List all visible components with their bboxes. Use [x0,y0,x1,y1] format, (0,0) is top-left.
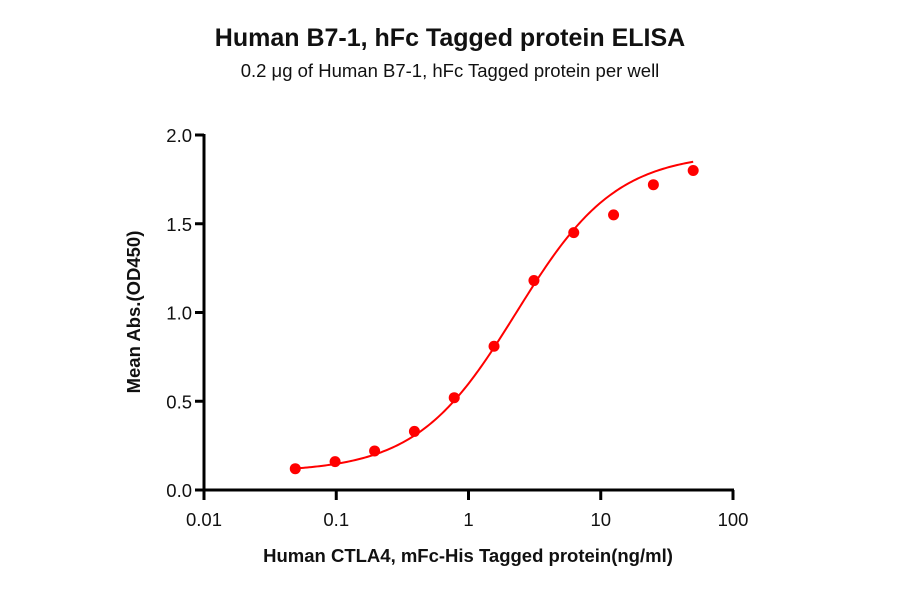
data-point [408,425,420,437]
y-tick-label: 0.5 [166,391,192,412]
y-tick-label: 1.0 [166,303,192,324]
chart-subtitle: 0.2 μg of Human B7-1, hFc Tagged protein… [240,60,660,81]
x-axis-title: Human CTLA4, mFc-His Tagged protein(ng/m… [263,545,673,566]
chart-title: Human B7-1, hFc Tagged protein ELISA [214,24,686,52]
data-point [329,456,341,468]
data-point [488,340,500,352]
x-tick-label: 1 [463,509,473,530]
data-points [289,165,699,475]
y-tick-label: 1.5 [166,214,192,235]
x-tick-label: 0.01 [186,509,222,530]
data-point [687,165,699,176]
x-tick-label: 10 [590,509,611,530]
axes: 0.0 0.5 1.0 1.5 2.0 0.01 0.1 1 10 100 [166,125,748,530]
data-point [448,392,460,404]
data-point [289,463,301,475]
data-point [568,227,580,239]
fit-curve [295,160,694,470]
data-point [528,275,540,287]
x-tick-label: 100 [718,509,749,530]
y-axis-title: Mean Abs.(OD450) [123,231,144,394]
data-point [369,445,381,457]
data-point [647,179,659,191]
data-point [608,209,620,221]
y-tick-label: 2.0 [166,125,192,146]
x-tick-label: 0.1 [323,509,349,530]
y-tick-label: 0.0 [166,480,192,501]
